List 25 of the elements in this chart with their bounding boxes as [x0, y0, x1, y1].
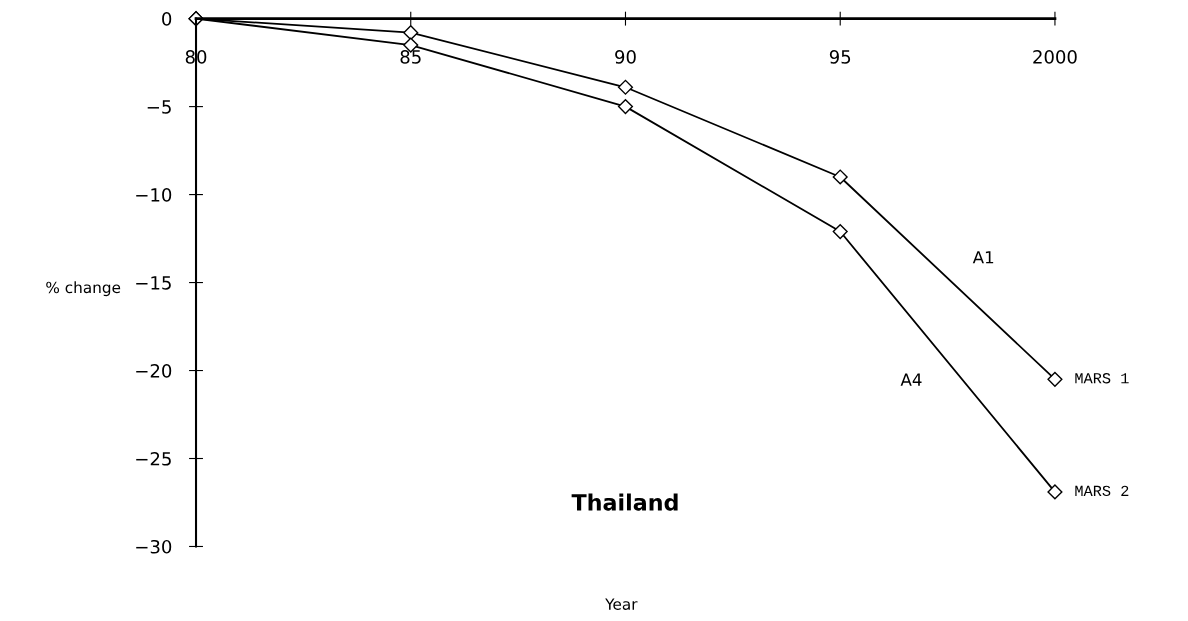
point [832, 223, 848, 240]
point [832, 169, 848, 185]
point [403, 25, 419, 41]
annotation: A1 [972, 251, 994, 264]
x-tick-label: 90 [615, 50, 636, 64]
y-axis-title: % change [46, 281, 121, 297]
x-axis-title: Year [605, 598, 638, 610]
text: Thailand [571, 493, 678, 511]
point [617, 99, 634, 115]
series-label: MARS 2 [1075, 485, 1129, 497]
y-tick-label: −15 [136, 276, 171, 290]
point [1047, 371, 1063, 387]
y-tick-label: −5 [147, 100, 171, 114]
y-tick-label: −25 [136, 451, 171, 466]
x-tick-label: 2000 [1033, 50, 1077, 64]
annotation: A4 [900, 373, 922, 386]
y-tick-label: −30 [136, 539, 172, 554]
point [617, 79, 634, 95]
point [1047, 484, 1063, 500]
y-tick-label: −10 [136, 188, 172, 202]
y-tick-label: −20 [136, 363, 172, 378]
x-tick-label: 85 [400, 50, 421, 64]
x-tick-label: 95 [829, 50, 851, 64]
y-tick-label: 0 [162, 12, 172, 26]
series-label: MARS 1 [1075, 373, 1129, 384]
